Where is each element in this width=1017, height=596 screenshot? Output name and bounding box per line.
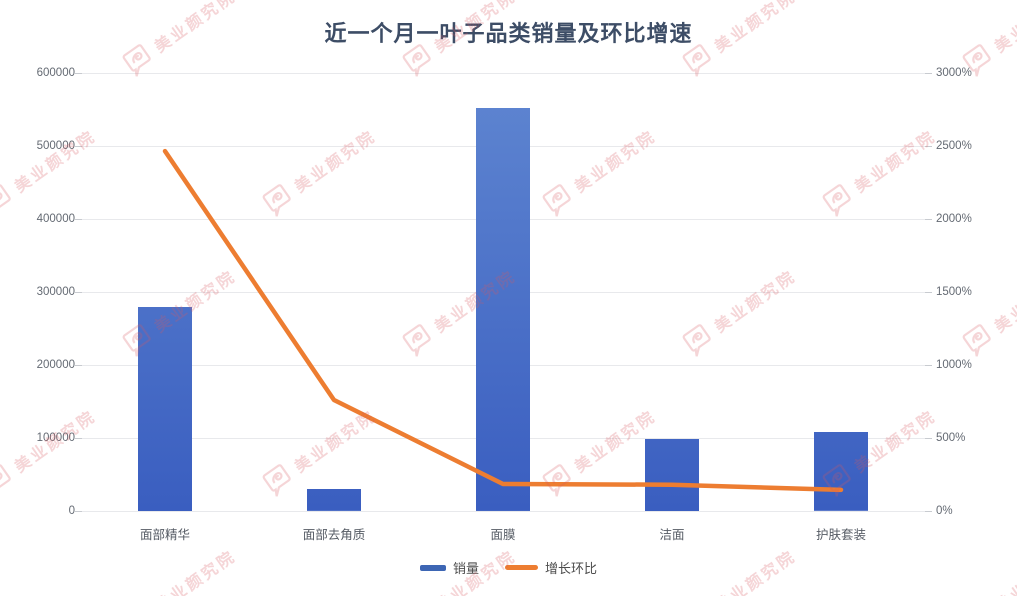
y-axis-right-tick [925, 510, 932, 512]
y-axis-right-tick [925, 218, 932, 220]
chart-title: 近一个月一叶子品类销量及环比增速 [324, 21, 693, 46]
legend-label: 销量 [452, 561, 479, 576]
x-axis-label: 面膜 [490, 528, 516, 542]
y-axis-left-tick-label: 200000 [36, 359, 75, 371]
watermark: 美业颜究院 [258, 120, 382, 219]
x-axis-label: 面部去角质 [302, 528, 366, 542]
y-axis-left-tick [75, 510, 82, 512]
watermark-brand-text: 美业颜究院 [291, 127, 380, 197]
legend-item-sales: 销量 [419, 558, 479, 577]
legend-item-growth: 增长环比 [505, 558, 597, 577]
watermark: 美业颜究院 [958, 260, 1017, 359]
brand-logo-icon [0, 464, 11, 497]
watermark: 美业颜究院 [678, 260, 802, 359]
y-axis-left-tick [75, 218, 82, 220]
brand-logo-icon [402, 324, 431, 357]
brand-logo-icon [682, 324, 711, 357]
y-axis-left-tick-label: 600000 [36, 67, 75, 79]
y-axis-right-tick-label: 2000% [936, 213, 972, 225]
brand-logo-icon [262, 464, 291, 497]
watermark-brand-text: 美业颜究院 [291, 407, 380, 477]
y-axis-left-tick [75, 145, 82, 147]
y-axis-right-tick [925, 72, 932, 74]
sales-bar [476, 108, 530, 511]
watermark-brand-text: 美业颜究院 [11, 127, 100, 197]
y-axis-right-tick [925, 145, 932, 147]
y-axis-left-tick-label: 100000 [36, 432, 75, 444]
watermark-brand-text: 美业颜究院 [851, 127, 940, 197]
brand-logo-icon [262, 184, 291, 217]
y-axis-left-tick-label: 500000 [36, 140, 75, 152]
brand-logo-icon [822, 184, 851, 217]
gridline [82, 510, 925, 512]
y-axis-left-tick [75, 364, 82, 366]
y-axis-right-tick-label: 3000% [936, 67, 972, 79]
x-axis-label: 面部精华 [139, 528, 190, 542]
legend: 销量 增长环比 [0, 558, 1017, 577]
y-axis-left-tick [75, 291, 82, 293]
watermark: 美业颜究院 [0, 400, 102, 499]
watermark: 美业颜究院 [538, 120, 662, 219]
y-axis-right-tick-label: 2500% [936, 140, 972, 152]
brand-logo-icon [542, 184, 571, 217]
watermark: 美业颜究院 [0, 120, 102, 219]
sales-bar [814, 432, 868, 511]
y-axis-left-tick-label: 300000 [36, 286, 75, 298]
y-axis-right-tick-label: 0% [936, 505, 953, 517]
sales-bar [645, 438, 699, 511]
y-axis-right-tick-label: 500% [936, 432, 966, 444]
legend-label: 增长环比 [545, 561, 598, 576]
y-axis-left-tick-label: 400000 [36, 213, 75, 225]
y-axis-right-tick [925, 437, 932, 439]
legend-line-swatch-icon [505, 565, 538, 570]
x-axis-label: 洁面 [659, 528, 685, 542]
y-axis-right-tick-label: 1500% [936, 286, 972, 298]
watermark: 美业颜究院 [818, 120, 942, 219]
y-axis-left-tick-label: 0 [68, 505, 75, 517]
y-axis-left-tick [75, 437, 82, 439]
watermark: 美业颜究院 [538, 400, 662, 499]
y-axis-right-tick-label: 1000% [936, 359, 972, 371]
watermark: 美业颜究院 [258, 400, 382, 499]
brand-logo-icon [962, 324, 991, 357]
sales-bar [138, 306, 192, 511]
watermark-brand-text: 美业颜究院 [711, 267, 800, 337]
brand-logo-icon [542, 464, 571, 497]
sales-bar [307, 489, 361, 511]
y-axis-left-tick [75, 72, 82, 74]
gridline [82, 72, 925, 74]
x-axis-label: 护肤套装 [815, 528, 866, 542]
y-axis-right-tick [925, 291, 932, 293]
watermark-brand-text: 美业颜究院 [991, 267, 1017, 337]
legend-bar-swatch-icon [419, 564, 446, 571]
watermark-brand-text: 美业颜究院 [571, 127, 660, 197]
y-axis-right-tick [925, 364, 932, 366]
